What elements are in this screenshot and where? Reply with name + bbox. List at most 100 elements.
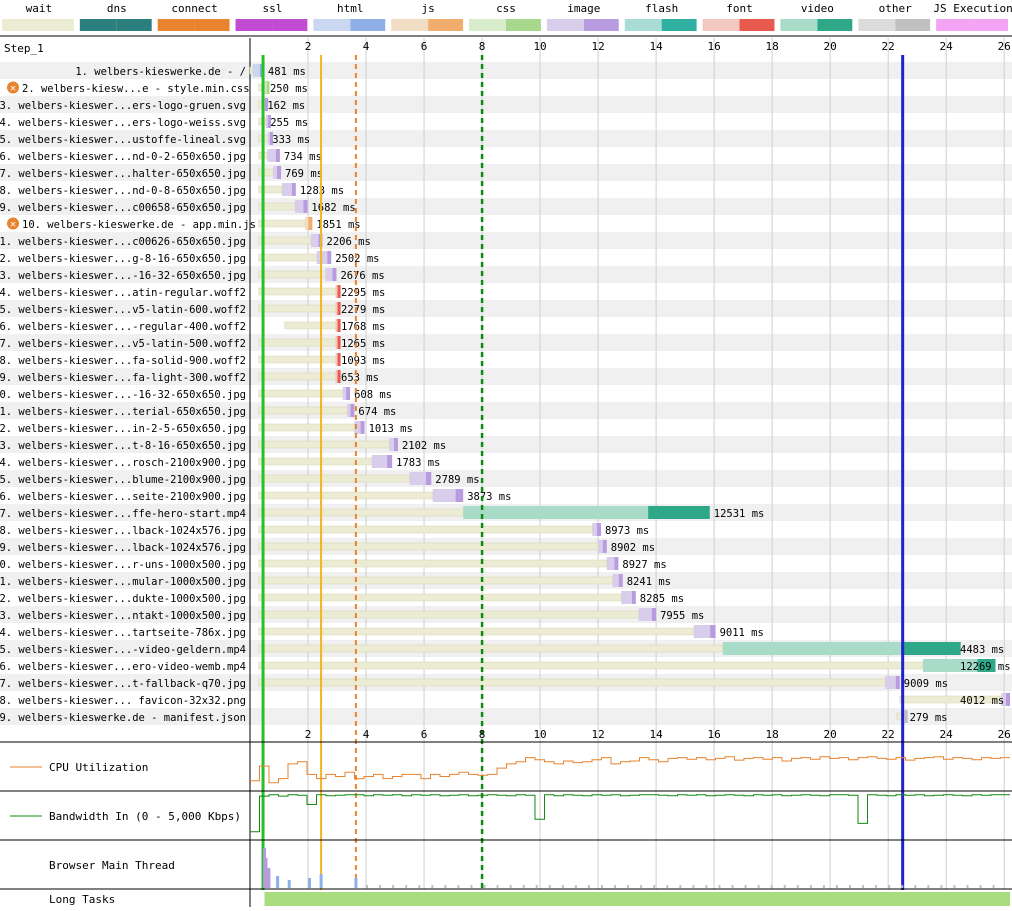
download-bar xyxy=(264,81,267,94)
main-thread-activity xyxy=(308,878,312,888)
main-thread-activity xyxy=(287,880,291,888)
content-bar xyxy=(337,319,341,332)
duration-label: 2502 ms xyxy=(335,253,379,265)
content-bar xyxy=(596,523,601,536)
wait-bar xyxy=(258,338,336,347)
wait-bar xyxy=(258,253,317,262)
main-thread-activity xyxy=(888,885,891,888)
legend-swatch xyxy=(79,19,117,31)
legend-swatch xyxy=(546,19,584,31)
main-thread-activity xyxy=(627,885,630,888)
row-band xyxy=(0,266,1012,283)
main-thread-activity xyxy=(509,885,512,888)
tick-label: 12 xyxy=(591,40,604,53)
request-label: 23. welbers-kieswer...t-8-16-650x650.jpg xyxy=(0,440,246,452)
duration-label: 653 ms xyxy=(341,372,379,384)
legend-swatch xyxy=(780,19,818,31)
bottom-axis-ticks: 2 4 6 8 10 12 14 16 18 20 22 24 26 xyxy=(305,728,1011,741)
main-thread-activity xyxy=(979,885,982,888)
wait-bar xyxy=(258,168,274,177)
tick-label: 4 xyxy=(363,40,370,53)
content-bar xyxy=(455,489,464,502)
main-thread-activity xyxy=(276,876,280,888)
wait-bar xyxy=(258,287,336,296)
error-icon xyxy=(7,81,19,94)
duration-label: 250 ms xyxy=(270,83,308,95)
main-thread-activity xyxy=(770,885,773,888)
main-thread-label: Browser Main Thread xyxy=(49,859,175,872)
tick-label: 18 xyxy=(766,728,779,741)
content-bar xyxy=(425,472,432,485)
legend-label: dns xyxy=(107,2,127,15)
main-thread-activity xyxy=(835,885,838,888)
tick-label: 26 xyxy=(998,728,1011,741)
tick-label: 18 xyxy=(766,40,779,53)
duration-label: 2279 ms xyxy=(341,304,385,316)
tick-label: 16 xyxy=(707,40,720,53)
legend-swatch xyxy=(661,19,697,31)
tick-label: 24 xyxy=(940,40,954,53)
download-bar xyxy=(409,472,426,485)
request-label: 32. welbers-kieswer...dukte-1000x500.jpg xyxy=(0,593,246,605)
request-label: 29. welbers-kieswer...lback-1024x576.jpg xyxy=(0,542,246,554)
tick-label: 4 xyxy=(363,728,370,741)
tick-label: 8 xyxy=(479,40,486,53)
content-bar xyxy=(648,506,710,519)
row-band xyxy=(0,470,1012,487)
duration-label: 608 ms xyxy=(354,389,392,401)
duration-label: 12269 ms xyxy=(960,661,1011,673)
legend-swatch xyxy=(350,19,386,31)
legend-swatch xyxy=(157,19,195,31)
request-label: 3. welbers-kieswer...ers-logo-gruen.svg xyxy=(0,100,246,112)
download-bar xyxy=(325,268,333,281)
download-bar xyxy=(335,336,338,349)
request-label: 5. welbers-kieswer...ustoffe-lineal.svg xyxy=(0,134,246,146)
wait-bar xyxy=(258,304,336,313)
content-bar xyxy=(303,200,308,213)
legend-swatch xyxy=(38,19,74,31)
wait-bar xyxy=(258,474,410,483)
long-tasks-label: Long Tasks xyxy=(49,893,115,906)
step-label: Step_1 xyxy=(4,42,44,55)
download-bar xyxy=(612,574,619,587)
main-thread-activity xyxy=(405,885,408,888)
request-label: 33. welbers-kieswer...ntakt-1000x500.jpg xyxy=(0,610,246,622)
event-markers xyxy=(261,55,905,890)
download-bar xyxy=(592,523,597,536)
download-bar xyxy=(432,489,456,502)
wait-bar xyxy=(258,236,312,245)
request-label: 34. welbers-kieswer...tartseite-786x.jpg xyxy=(0,627,246,639)
download-bar xyxy=(606,557,615,570)
download-bar xyxy=(638,608,652,621)
duration-label: 734 ms xyxy=(284,151,322,163)
wait-bar xyxy=(249,66,254,75)
tick-label: 6 xyxy=(421,728,428,741)
download-bar xyxy=(335,353,338,366)
main-thread-activity xyxy=(535,885,538,888)
tick-label: 14 xyxy=(649,40,663,53)
request-label: 14. welbers-kieswer...atin-regular.woff2 xyxy=(0,287,246,299)
legend-swatch xyxy=(313,19,351,31)
wait-bar xyxy=(258,389,344,398)
legend-swatch xyxy=(858,19,896,31)
download-bar xyxy=(389,438,394,451)
tick-label: 12 xyxy=(591,728,604,741)
download-bar xyxy=(252,64,260,77)
main-thread-activity xyxy=(692,885,695,888)
row-band xyxy=(0,708,1012,725)
download-bar xyxy=(265,115,268,128)
request-label: 7. welbers-kieswer...halter-650x650.jpg xyxy=(0,168,246,180)
main-thread-activity xyxy=(875,885,878,888)
legend-swatch xyxy=(194,19,230,31)
duration-label: 8285 ms xyxy=(640,593,684,605)
legend-swatch xyxy=(469,19,506,31)
main-thread-activity xyxy=(666,885,669,888)
request-label: 9. welbers-kieswer...c00658-650x650.jpg xyxy=(0,202,246,214)
wait-bar xyxy=(258,457,373,466)
main-thread-activity xyxy=(862,885,865,888)
tick-label: 16 xyxy=(707,728,720,741)
content-bar xyxy=(265,98,269,111)
bandwidth-series xyxy=(250,794,1010,833)
request-label: 22. welbers-kieswer...in-2-5-650x650.jpg xyxy=(0,423,246,435)
